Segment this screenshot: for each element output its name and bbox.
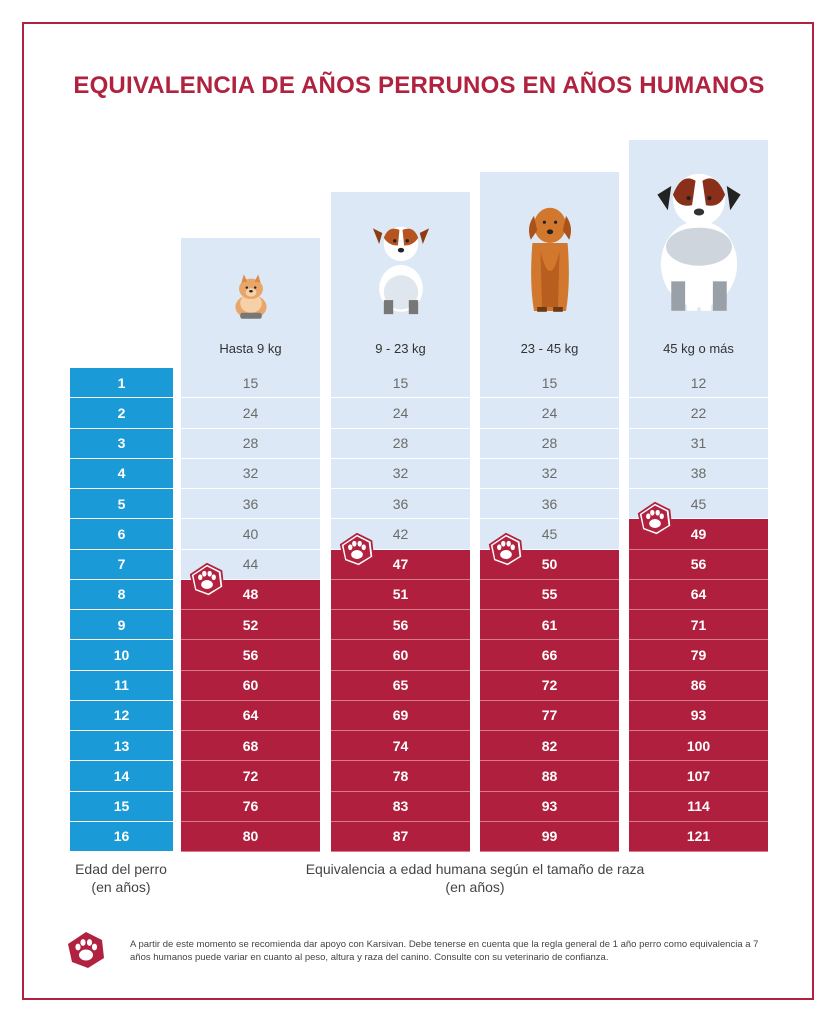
human-age-cell: 15: [181, 368, 320, 399]
equivalence-axis-label: Equivalencia a edad humana según el tama…: [230, 860, 720, 896]
human-age-cell: 80: [181, 821, 320, 852]
human-age-cell: 45: [629, 489, 768, 520]
human-age-cell: 28: [480, 429, 619, 459]
human-age-cell: 61: [480, 610, 619, 641]
human-age-cell: 24: [181, 398, 320, 429]
jack-russell-icon: [362, 200, 440, 335]
human-age-cell: 93: [629, 700, 768, 731]
age-cell: 13: [70, 731, 173, 762]
paw-marker-icon: [189, 562, 225, 597]
age-cell: 11: [70, 670, 173, 701]
page-frame: [22, 22, 814, 1000]
age-label-line2: (en años): [91, 879, 151, 895]
human-age-cell: 32: [480, 459, 619, 489]
human-age-cell: 56: [181, 640, 320, 671]
age-cell: 7: [70, 549, 173, 580]
human-age-cell: 55: [480, 579, 619, 610]
human-age-cell: 31: [629, 429, 768, 459]
human-age-cell: 60: [181, 670, 320, 701]
footnote: A partir de este momento se recomienda d…: [130, 939, 759, 963]
age-cell: 10: [70, 640, 173, 671]
age-cell: 12: [70, 700, 173, 731]
human-age-cell: 83: [331, 791, 470, 822]
human-age-cell: 74: [331, 731, 470, 762]
age-cell: 6: [70, 519, 173, 550]
human-age-cell: 24: [480, 398, 619, 429]
paw-marker-icon: [339, 532, 375, 567]
age-cell: 14: [70, 761, 173, 792]
age-axis-label: Edad del perro (en años): [56, 860, 186, 896]
human-age-cell: 65: [331, 670, 470, 701]
age-cell: 3: [70, 428, 173, 459]
human-age-cell: 77: [480, 700, 619, 731]
human-age-cell: 38: [629, 459, 768, 489]
human-age-cell: 44: [181, 550, 320, 580]
page-title: EQUIVALENCIA DE AÑOS PERRUNOS EN AÑOS HU…: [73, 72, 765, 99]
human-age-cell: 36: [480, 489, 619, 520]
human-age-cell: 68: [181, 731, 320, 762]
human-age-cell: 42: [331, 519, 470, 550]
human-age-cell: 40: [181, 519, 320, 550]
human-age-cell: 45: [480, 519, 619, 550]
human-age-cell: 107: [629, 761, 768, 792]
human-age-cell: 71: [629, 610, 768, 641]
human-age-cell: 72: [181, 761, 320, 792]
human-age-cell: 66: [480, 640, 619, 671]
size-label: 9 - 23 kg: [375, 341, 426, 356]
human-age-cell: 56: [331, 610, 470, 641]
age-cell: 4: [70, 458, 173, 489]
human-age-cell: 32: [181, 459, 320, 489]
human-age-cell: 28: [181, 429, 320, 459]
age-cell: 16: [70, 821, 173, 852]
human-age-cell: 56: [629, 549, 768, 580]
human-age-cell: 79: [629, 640, 768, 671]
human-age-cell: 22: [629, 398, 768, 429]
human-age-cell: 114: [629, 791, 768, 822]
human-age-cell: 72: [480, 670, 619, 701]
human-age-cell: 82: [480, 731, 619, 762]
human-age-cell: 93: [480, 791, 619, 822]
equiv-label-line2: (en años): [445, 879, 505, 895]
human-age-cell: 78: [331, 761, 470, 792]
size-label: Hasta 9 kg: [219, 341, 282, 356]
human-age-cell: 88: [480, 761, 619, 792]
human-age-cell: 64: [629, 579, 768, 610]
paw-marker-icon: [488, 532, 524, 567]
pomeranian-icon: [221, 248, 281, 343]
age-cell: 9: [70, 610, 173, 641]
paw-badge-icon: [68, 932, 104, 968]
human-age-cell: 52: [181, 610, 320, 641]
human-age-cell: 24: [331, 398, 470, 429]
age-cell: 1: [70, 368, 173, 399]
age-cell: 5: [70, 489, 173, 520]
human-age-cell: 100: [629, 731, 768, 762]
golden-retriever-icon: [510, 180, 590, 335]
human-age-cell: 69: [331, 700, 470, 731]
age-cell: 15: [70, 791, 173, 822]
saint-bernard-icon: [647, 148, 751, 333]
human-age-cell: 87: [331, 821, 470, 852]
human-age-cell: 12: [629, 368, 768, 399]
paw-marker-icon: [637, 502, 673, 537]
human-age-cell: 36: [331, 489, 470, 520]
human-age-cell: 32: [331, 459, 470, 489]
age-cell: 8: [70, 579, 173, 610]
equiv-label-line1: Equivalencia a edad humana según el tama…: [305, 861, 645, 877]
age-cell: 2: [70, 398, 173, 429]
human-age-cell: 76: [181, 791, 320, 822]
human-age-cell: 15: [480, 368, 619, 399]
age-label-line1: Edad del perro: [75, 861, 167, 877]
human-age-cell: 99: [480, 821, 619, 852]
human-age-cell: 64: [181, 700, 320, 731]
human-age-cell: 86: [629, 670, 768, 701]
human-age-cell: 28: [331, 429, 470, 459]
human-age-cell: 51: [331, 579, 470, 610]
human-age-cell: 36: [181, 489, 320, 520]
size-label: 45 kg o más: [663, 341, 734, 356]
human-age-cell: 121: [629, 821, 768, 852]
human-age-cell: 15: [331, 368, 470, 399]
human-age-cell: 60: [331, 640, 470, 671]
size-label: 23 - 45 kg: [520, 341, 579, 356]
